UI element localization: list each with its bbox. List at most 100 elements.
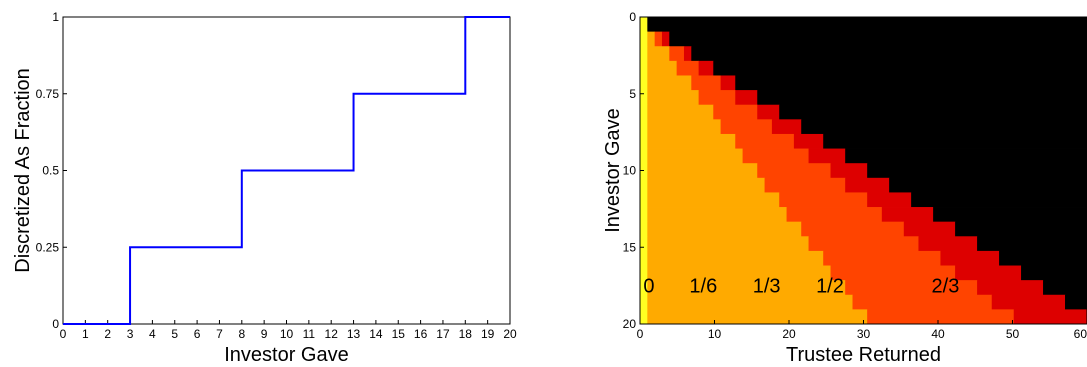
heatmap-cell <box>830 163 868 179</box>
region-label: 0 <box>643 276 654 298</box>
heatmap-cell <box>647 60 678 76</box>
heatmap-cell <box>683 46 692 62</box>
heatmap-cell <box>999 250 1087 266</box>
heatmap-cell <box>889 177 1087 193</box>
heatmap-cell <box>647 31 656 47</box>
heatmap-region-labels: 0 1/6 1/3 1/2 2/3 <box>643 276 959 298</box>
x-tick-label: 11 <box>303 327 316 341</box>
plot1-ticks: 0 1 2 3 4 5 6 7 8 9 10 11 12 13 14 15 16 17 18 19 2000.250.5… <box>36 10 517 341</box>
heatmap-cell <box>735 90 758 106</box>
heatmap-cell <box>647 90 700 106</box>
heatmap-cell <box>801 221 905 237</box>
y-tick-label: 0.5 <box>42 164 59 178</box>
heatmap-cell <box>647 104 714 120</box>
heatmap-cell <box>991 294 1066 310</box>
heatmap-cell <box>742 148 809 164</box>
x-tick-label: 20 <box>782 327 796 341</box>
x-tick-label: 12 <box>325 327 339 341</box>
heatmap-cell <box>977 280 1044 296</box>
x-tick-label: 17 <box>436 327 450 341</box>
heatmap-cell <box>647 133 736 149</box>
heatmap-cell <box>881 207 934 223</box>
heatmap-cell <box>911 192 1087 208</box>
x-tick-label: 1 <box>82 327 89 341</box>
heatmap-cell <box>640 294 648 310</box>
x-tick-label: 14 <box>369 327 383 341</box>
x-tick-label: 60 <box>1074 327 1087 341</box>
heatmap-cell <box>757 163 831 179</box>
y-tick-label: 10 <box>623 164 637 178</box>
heatmap-cell <box>647 177 765 193</box>
x-tick-label: 10 <box>708 327 722 341</box>
heatmap-cell <box>1065 294 1087 310</box>
y-tick-label: 20 <box>623 317 637 331</box>
x-tick-label: 18 <box>459 327 473 341</box>
heatmap-cell <box>647 17 1087 33</box>
heatmap-cell <box>757 90 1087 106</box>
heatmap-cell <box>647 309 868 325</box>
heatmap-cell <box>713 60 1087 76</box>
heatmap-cell <box>669 31 1087 47</box>
heatmap-cell <box>647 119 722 135</box>
heatmap-cell <box>640 119 648 135</box>
y-tick-label: 0.25 <box>36 240 60 254</box>
heatmap-cell <box>698 60 714 76</box>
heatmap-cell <box>845 177 890 193</box>
heatmap-cell <box>808 148 846 164</box>
heatmap-cell <box>669 46 685 62</box>
heatmap-cell <box>640 46 648 62</box>
x-tick-label: 2 <box>104 327 111 341</box>
x-tick-label: 7 <box>216 327 223 341</box>
heatmap-cell <box>647 192 780 208</box>
heatmap-cell <box>720 75 736 91</box>
step-chart: 0 1 2 3 4 5 6 7 8 9 10 11 12 13 14 15 16 17 18 19 2000.250.5… <box>12 10 517 366</box>
x-axis-label: Trustee Returned <box>786 344 941 366</box>
heatmap-cell <box>867 309 1015 325</box>
x-tick-label: 13 <box>347 327 361 341</box>
heatmap-cells <box>640 17 1087 325</box>
heatmap-cell <box>977 236 1087 252</box>
heatmap-cell <box>955 221 1087 237</box>
plot2-ticks: 0 10 20 30 40 50 60 0 5 10 15 20 <box>623 10 1087 341</box>
region-label: 2/3 <box>932 276 960 298</box>
heatmap-cell <box>779 104 1087 120</box>
x-tick-label: 40 <box>931 327 945 341</box>
heatmap-cell <box>735 75 1087 91</box>
heatmap-cell <box>808 236 919 252</box>
heatmap-cell <box>852 294 993 310</box>
y-tick-label: 0 <box>52 317 59 331</box>
heatmap-chart: 0 1/6 1/3 1/2 2/3 0 10 20 30 40 50 60 0 5 10 15 20 Trus… <box>602 10 1087 366</box>
heatmap-cell <box>640 192 648 208</box>
heatmap-cell <box>647 236 809 252</box>
heatmap-cell <box>640 309 648 325</box>
heatmap-cell <box>1043 280 1087 296</box>
heatmap-cell <box>867 192 912 208</box>
heatmap-cell <box>867 163 1087 179</box>
heatmap-cell <box>647 75 692 91</box>
y-axis-label: Investor Gave <box>602 108 624 233</box>
heatmap-cell <box>661 31 670 47</box>
heatmap-cell <box>713 104 758 120</box>
heatmap-cell <box>640 236 648 252</box>
heatmap-cell <box>640 250 648 266</box>
heatmap-cell <box>823 250 941 266</box>
y-tick-label: 0.75 <box>36 87 60 101</box>
heatmap-cell <box>654 31 663 47</box>
heatmap-cell <box>771 119 802 135</box>
heatmap-cell <box>640 280 648 296</box>
heatmap-cell <box>640 207 648 223</box>
heatmap-cell <box>903 221 956 237</box>
x-tick-label: 19 <box>481 327 495 341</box>
heatmap-cell <box>640 265 648 281</box>
x-tick-label: 8 <box>238 327 245 341</box>
x-tick-label: 3 <box>127 327 134 341</box>
heatmap-cell <box>647 280 846 296</box>
heatmap-cell <box>720 119 773 135</box>
y-tick-label: 15 <box>623 240 637 254</box>
heatmap-cell <box>918 236 978 252</box>
region-label: 1/3 <box>753 276 781 298</box>
heatmap-cell <box>640 90 648 106</box>
heatmap-cell <box>940 250 1000 266</box>
heatmap-cell <box>647 250 824 266</box>
heatmap-cell <box>640 133 648 149</box>
